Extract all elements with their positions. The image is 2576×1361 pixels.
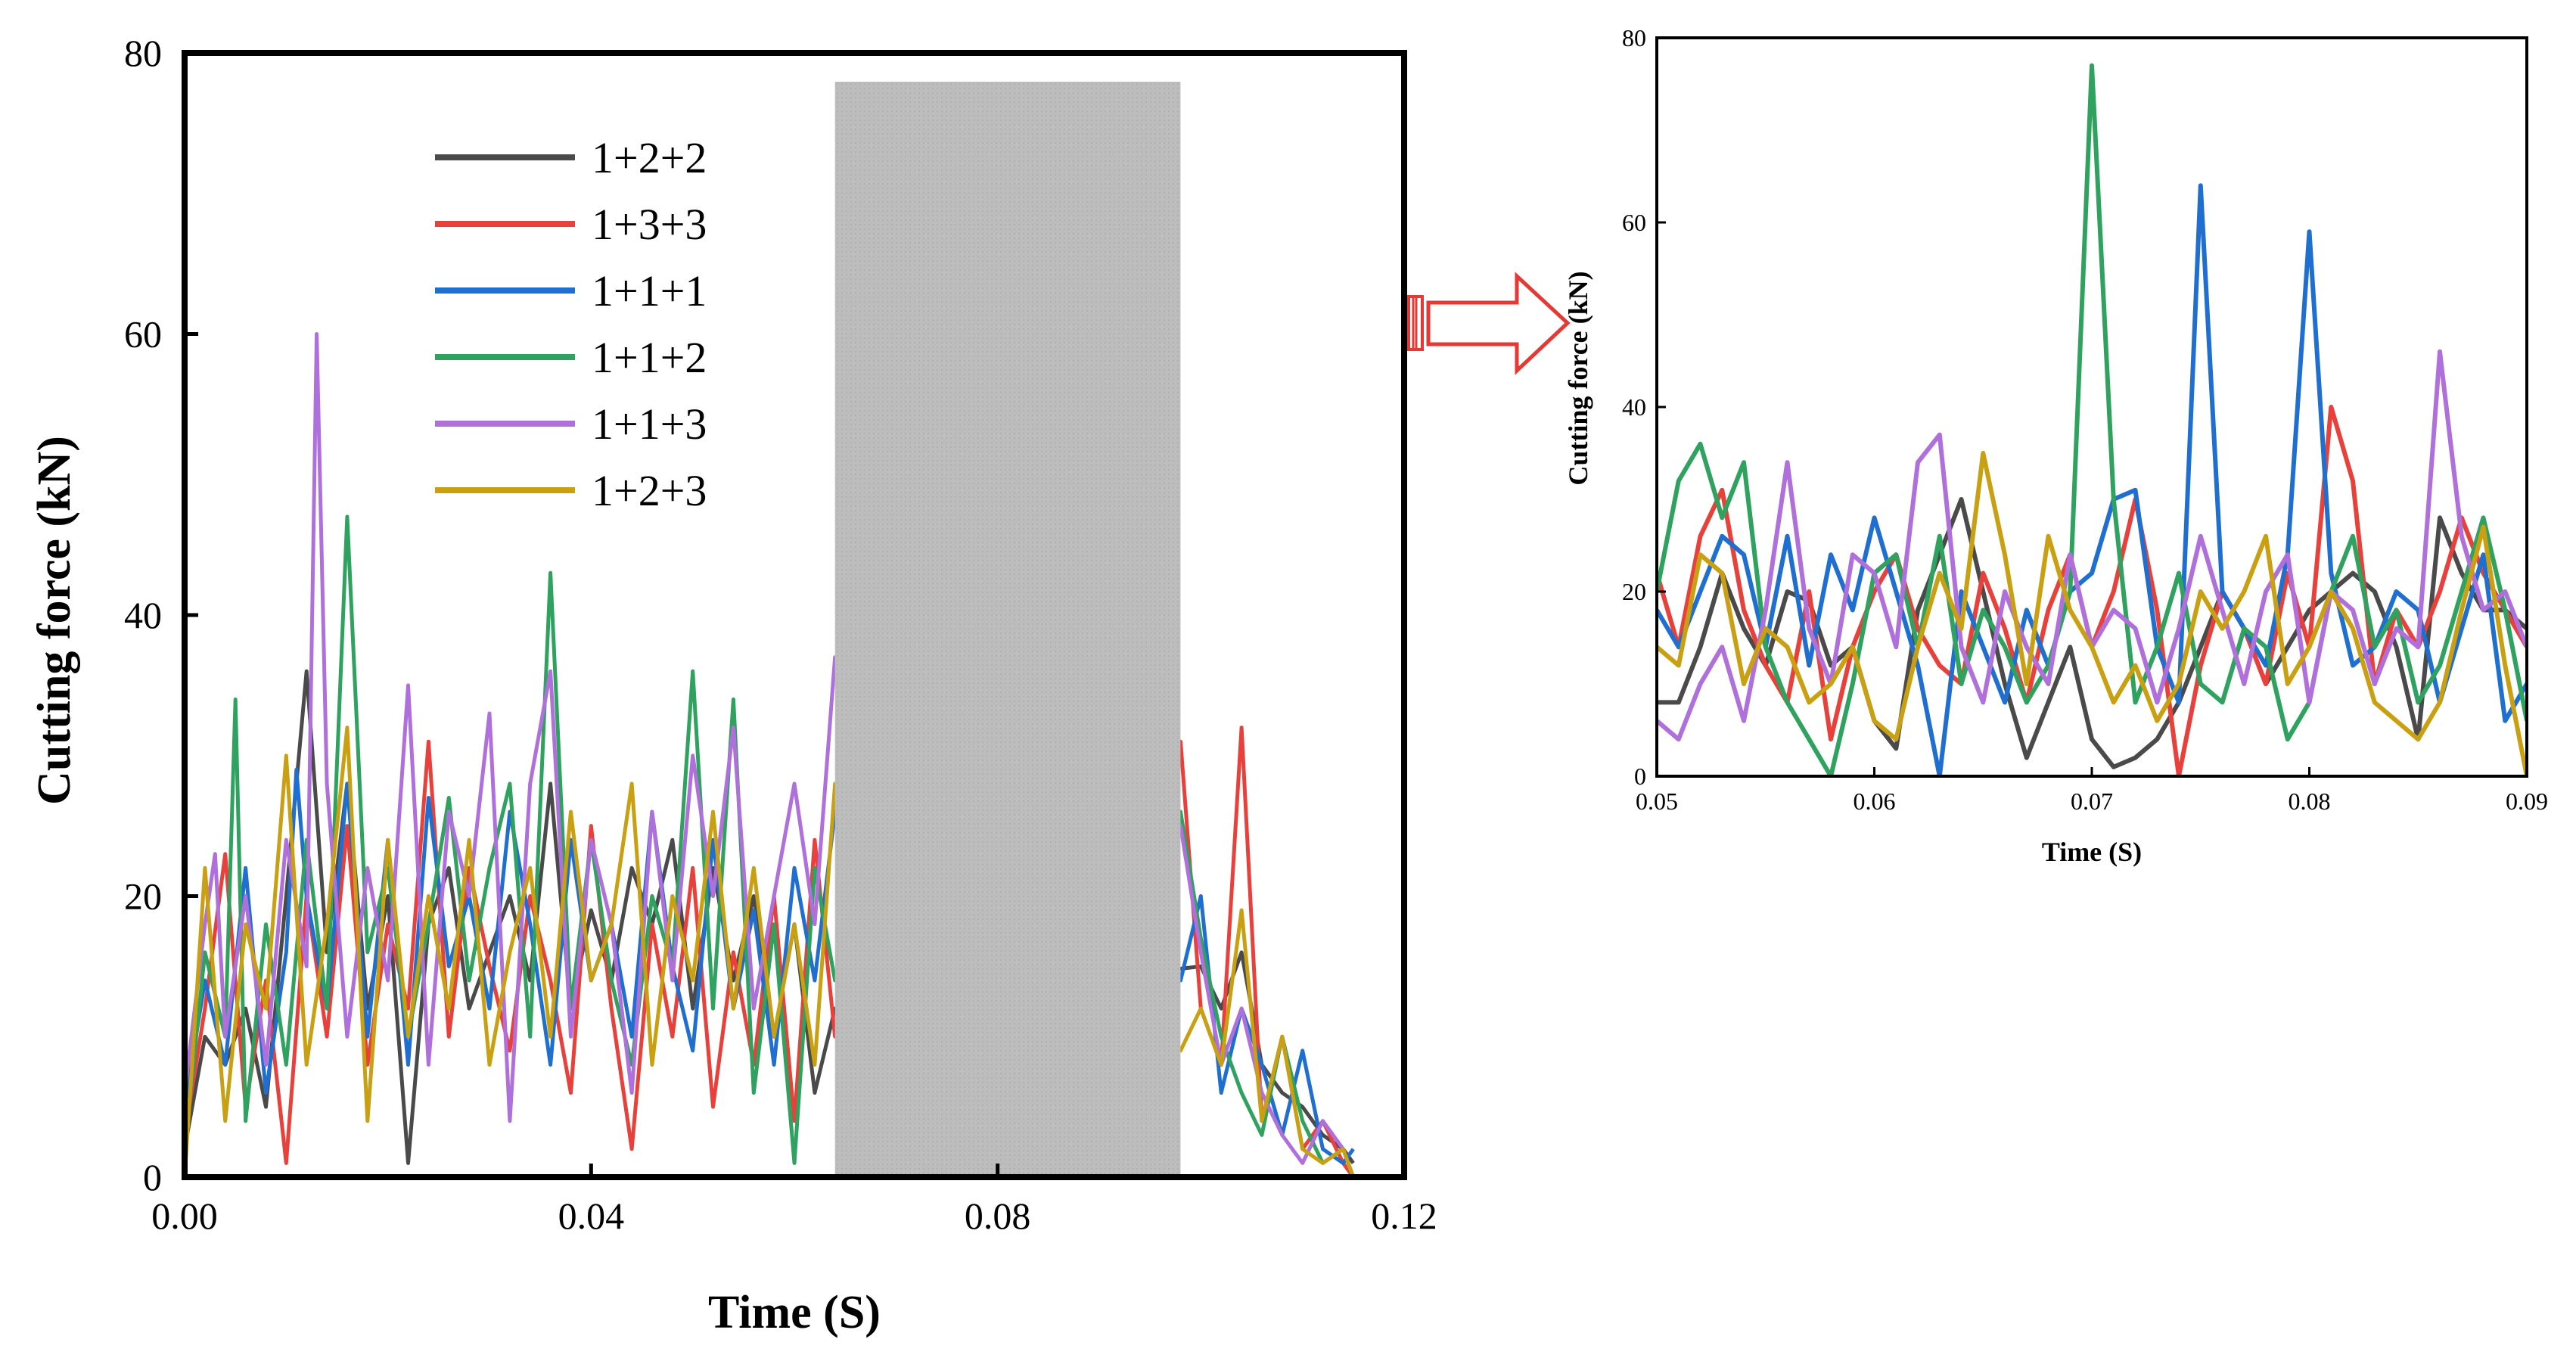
main-x-tick-label: 0.04	[558, 1195, 625, 1237]
inset-series-0	[1657, 497, 2527, 769]
inset-plot-frame	[1655, 36, 2528, 778]
inset-y-tick-label: 60	[1622, 209, 1646, 236]
main-x-ticks: 0.00 0.04 0.08 0.12	[151, 1164, 1437, 1237]
main-series-lines	[185, 332, 1356, 1177]
inset-x-tick-label: 0.09	[2506, 788, 2548, 815]
inset-y-tick-label: 0	[1634, 763, 1646, 790]
legend-label-3: 1+1+2	[592, 333, 707, 382]
inset-x-tick-label: 0.07	[2071, 788, 2113, 815]
main-y-axis-title: Cutting force (kN)	[29, 436, 80, 805]
main-y-tick-label: 0	[143, 1156, 162, 1198]
legend-label-4: 1+1+3	[592, 399, 707, 449]
main-series-4	[185, 332, 1356, 1177]
inset-y-tick-label: 80	[1622, 24, 1646, 51]
inset-x-tick-label: 0.06	[1854, 788, 1896, 815]
main-y-tick-label: 40	[124, 594, 162, 636]
inset-x-tick-label: 0.05	[1636, 788, 1678, 815]
inset-y-ticks: 0 20 40 60 80	[1622, 24, 1666, 790]
main-x-tick-label: 0.12	[1371, 1195, 1437, 1237]
inset-y-tick-label: 40	[1622, 393, 1646, 421]
main-x-tick-label: 0.00	[151, 1195, 218, 1237]
legend-label-0: 1+2+2	[592, 133, 707, 182]
zoom-arrow-icon	[1407, 272, 1571, 375]
main-x-axis-title: Time (S)	[708, 1287, 881, 1338]
main-legend: 1+2+2 1+3+3 1+1+1 1+1+2 1+1+3 1+2+3	[435, 133, 707, 515]
inset-series-lines	[1657, 63, 2527, 776]
main-series-5	[185, 726, 1356, 1177]
inset-series-2	[1657, 183, 2527, 776]
inset-series-3	[1657, 63, 2527, 776]
inset-x-ticks: 0.05 0.06 0.07 0.08 0.09	[1636, 767, 2548, 815]
inset-series-5	[1657, 451, 2527, 776]
inset-y-axis-title: Cutting force (kN)	[1563, 271, 1593, 485]
inset-y-tick-label: 20	[1622, 578, 1646, 605]
inset-x-tick-label: 0.08	[2289, 788, 2331, 815]
main-x-tick-label: 0.08	[965, 1195, 1031, 1237]
inset-x-axis-title: Time (S)	[2042, 837, 2142, 867]
main-y-tick-label: 60	[124, 313, 162, 356]
legend-label-5: 1+2+3	[592, 466, 707, 515]
legend-label-2: 1+1+1	[592, 266, 707, 315]
main-y-ticks: 0 20 40 60 80	[124, 32, 198, 1198]
main-y-tick-label: 20	[124, 875, 162, 918]
legend-label-1: 1+3+3	[592, 200, 707, 249]
main-highlight-region	[834, 82, 1181, 1179]
main-y-tick-label: 80	[124, 32, 162, 74]
main-chart: 0 20 40 60 80 0.00 0.04 0.08 0.12 Time (S) Cutt…	[29, 32, 1437, 1338]
